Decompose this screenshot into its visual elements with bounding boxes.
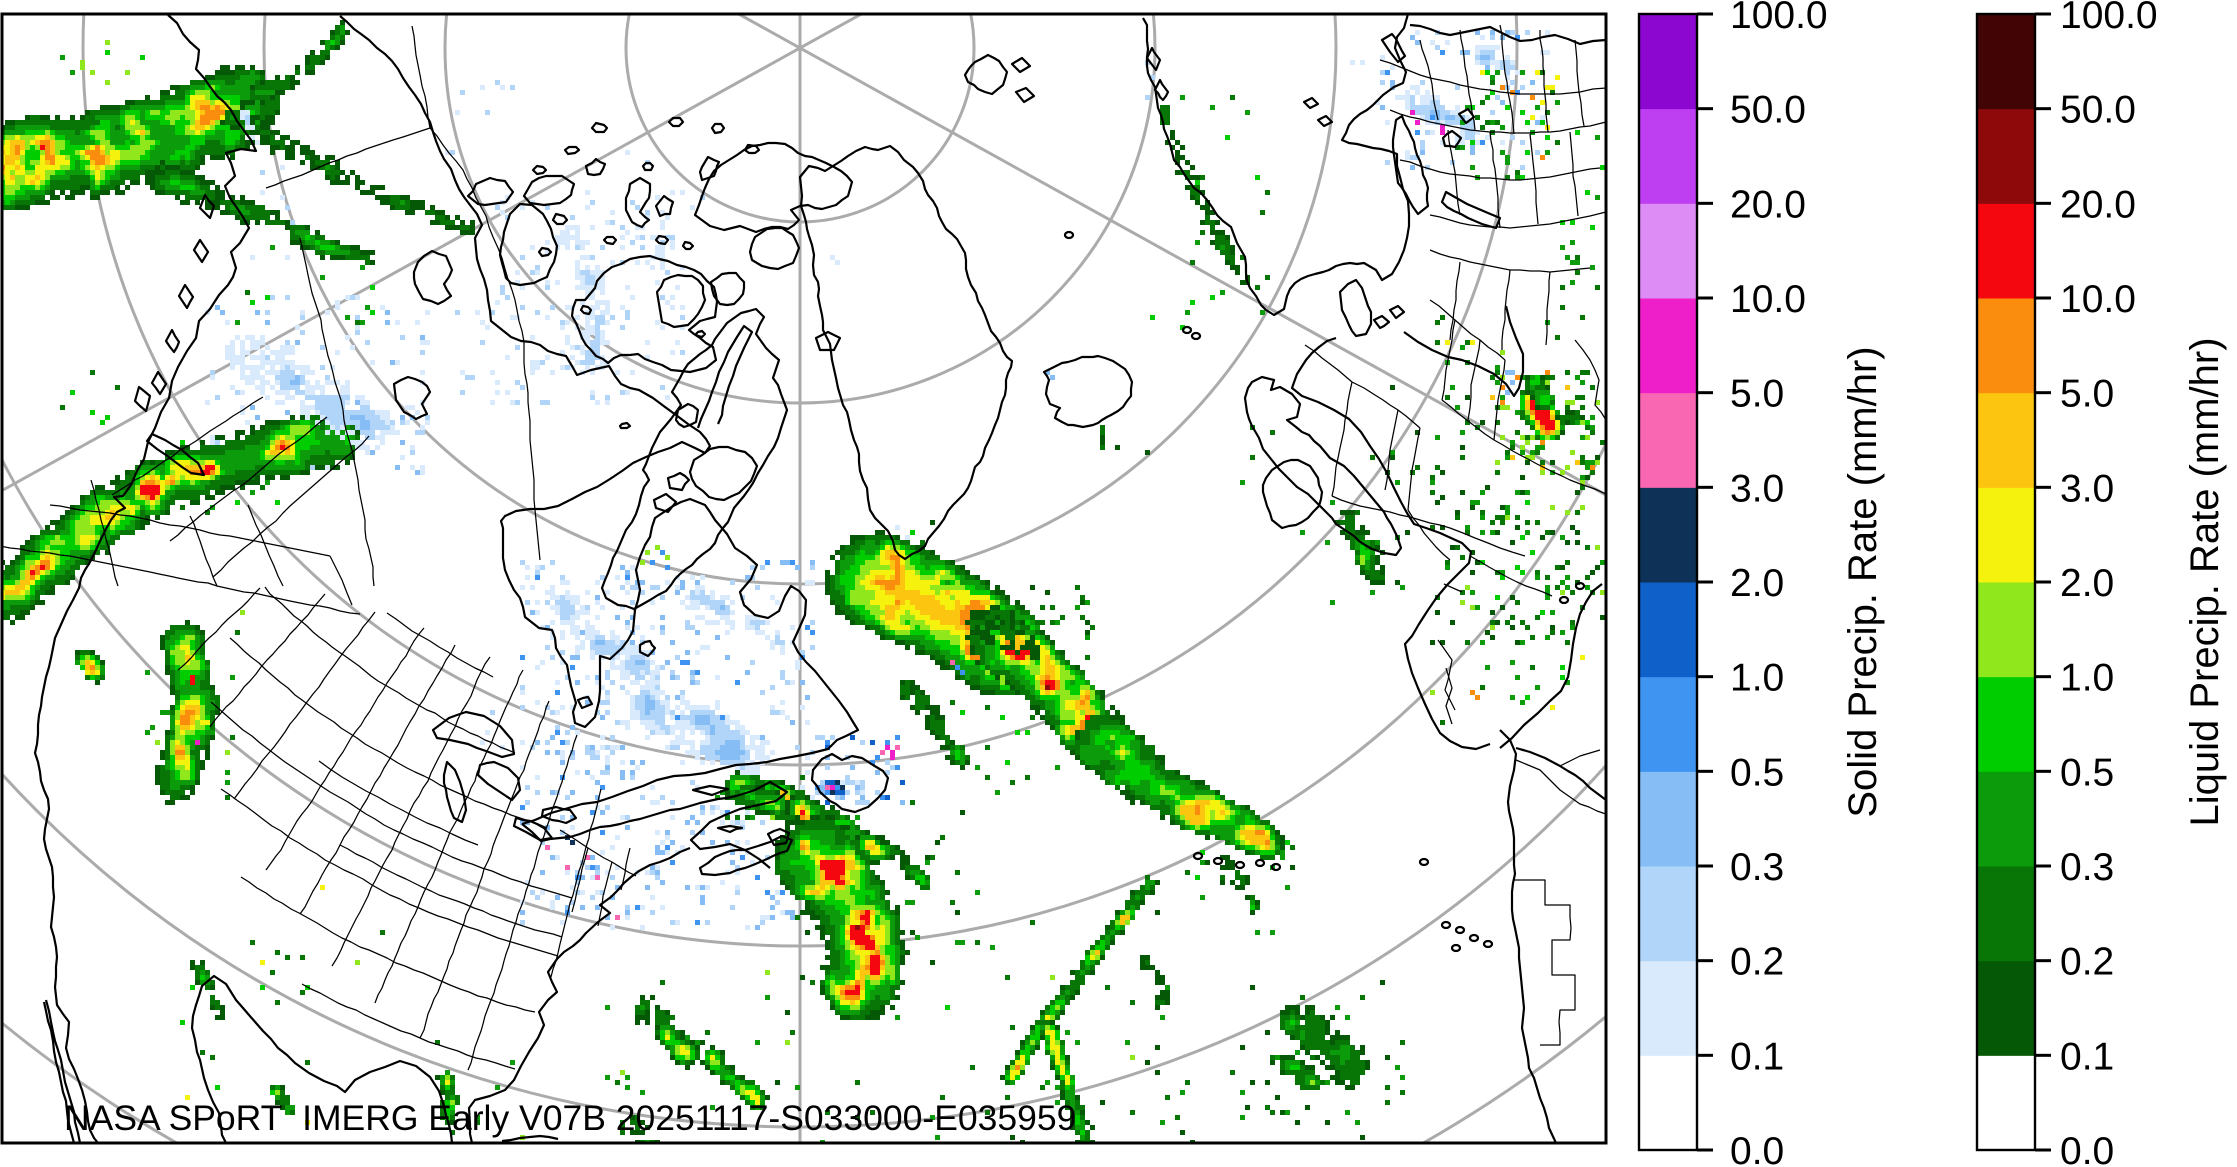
svg-text:10.0: 10.0 xyxy=(2060,278,2136,321)
svg-text:0.3: 0.3 xyxy=(2060,846,2114,889)
svg-text:0.2: 0.2 xyxy=(2060,941,2114,984)
svg-text:0.5: 0.5 xyxy=(2060,751,2114,794)
svg-text:10.0: 10.0 xyxy=(1730,278,1806,321)
svg-text:1.0: 1.0 xyxy=(1730,657,1784,700)
svg-text:0.3: 0.3 xyxy=(1730,846,1784,889)
svg-text:0.0: 0.0 xyxy=(2060,1130,2114,1167)
svg-text:5.0: 5.0 xyxy=(1730,373,1784,416)
svg-text:50.0: 50.0 xyxy=(1730,89,1806,132)
svg-text:0.1: 0.1 xyxy=(2060,1035,2114,1078)
svg-text:100.0: 100.0 xyxy=(2060,0,2158,37)
svg-text:0.1: 0.1 xyxy=(1730,1035,1784,1078)
svg-text:0.5: 0.5 xyxy=(1730,751,1784,794)
svg-text:50.0: 50.0 xyxy=(2060,89,2136,132)
svg-text:3.0: 3.0 xyxy=(1730,467,1784,510)
svg-text:Solid Precip. Rate (mm/hr): Solid Precip. Rate (mm/hr) xyxy=(1841,346,1885,817)
svg-text:NASA SPoRT IMERG Early V07B 2: NASA SPoRT IMERG Early V07B 20251117-S03… xyxy=(64,1098,1076,1138)
svg-text:3.0: 3.0 xyxy=(2060,467,2114,510)
svg-text:20.0: 20.0 xyxy=(1730,183,1806,226)
svg-text:0.0: 0.0 xyxy=(1730,1130,1784,1167)
svg-text:2.0: 2.0 xyxy=(1730,562,1784,605)
svg-text:20.0: 20.0 xyxy=(2060,183,2136,226)
svg-text:1.0: 1.0 xyxy=(2060,657,2114,700)
svg-text:5.0: 5.0 xyxy=(2060,373,2114,416)
svg-text:100.0: 100.0 xyxy=(1730,0,1828,37)
svg-text:0.2: 0.2 xyxy=(1730,941,1784,984)
svg-text:Liquid Precip. Rate (mm/hr): Liquid Precip. Rate (mm/hr) xyxy=(2183,337,2227,826)
svg-text:2.0: 2.0 xyxy=(2060,562,2114,605)
